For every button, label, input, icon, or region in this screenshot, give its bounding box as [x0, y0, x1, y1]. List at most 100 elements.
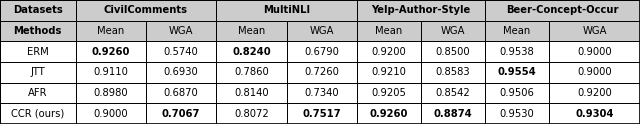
Text: CivilComments: CivilComments	[104, 5, 188, 15]
Text: 0.7340: 0.7340	[305, 88, 339, 98]
Bar	[76, 83, 146, 103]
Text: CCR (ours): CCR (ours)	[11, 109, 65, 119]
Text: WGA: WGA	[169, 26, 193, 36]
Text: 0.8980: 0.8980	[93, 88, 128, 98]
Text: 0.8542: 0.8542	[436, 88, 470, 98]
Bar	[485, 41, 549, 62]
Bar	[0, 41, 76, 62]
Text: 0.9260: 0.9260	[92, 47, 130, 57]
Text: 0.9210: 0.9210	[372, 67, 406, 77]
Bar	[287, 21, 357, 41]
Text: 0.9200: 0.9200	[372, 47, 406, 57]
Bar	[0, 62, 76, 83]
Bar	[146, 103, 216, 124]
Bar	[287, 103, 357, 124]
Bar	[146, 62, 216, 83]
Text: 0.9530: 0.9530	[500, 109, 534, 119]
Text: 0.9538: 0.9538	[500, 47, 534, 57]
Bar	[357, 0, 485, 21]
Bar	[146, 41, 216, 62]
Bar	[357, 83, 421, 103]
Text: 0.6930: 0.6930	[164, 67, 198, 77]
Text: 0.8140: 0.8140	[234, 88, 269, 98]
Bar	[485, 0, 640, 21]
Text: 0.9304: 0.9304	[575, 109, 614, 119]
Text: Datasets: Datasets	[13, 5, 63, 15]
Text: Mean: Mean	[376, 26, 403, 36]
Text: 0.8500: 0.8500	[436, 47, 470, 57]
Bar	[0, 0, 76, 21]
Text: 0.9110: 0.9110	[93, 67, 128, 77]
Text: 0.9260: 0.9260	[370, 109, 408, 119]
Text: Methods: Methods	[13, 26, 62, 36]
Bar	[549, 21, 640, 41]
Bar	[216, 83, 287, 103]
Text: 0.7517: 0.7517	[303, 109, 341, 119]
Text: Mean: Mean	[97, 26, 124, 36]
Bar	[216, 21, 287, 41]
Text: 0.8874: 0.8874	[434, 109, 472, 119]
Bar	[76, 62, 146, 83]
Text: 0.9200: 0.9200	[577, 88, 612, 98]
Bar	[0, 103, 76, 124]
Bar	[421, 21, 485, 41]
Text: MultiNLI: MultiNLI	[263, 5, 310, 15]
Text: WGA: WGA	[582, 26, 607, 36]
Text: WGA: WGA	[310, 26, 334, 36]
Text: 0.7860: 0.7860	[234, 67, 269, 77]
Text: 0.9506: 0.9506	[500, 88, 534, 98]
Bar	[287, 62, 357, 83]
Bar	[216, 103, 287, 124]
Text: ERM: ERM	[27, 47, 49, 57]
Text: 0.7260: 0.7260	[305, 67, 339, 77]
Bar	[421, 83, 485, 103]
Text: 0.9000: 0.9000	[93, 109, 128, 119]
Bar	[485, 21, 549, 41]
Text: Mean: Mean	[238, 26, 265, 36]
Bar	[549, 103, 640, 124]
Bar	[216, 0, 357, 21]
Bar	[216, 41, 287, 62]
Text: 0.7067: 0.7067	[162, 109, 200, 119]
Text: 0.9000: 0.9000	[577, 47, 612, 57]
Bar	[549, 83, 640, 103]
Text: WGA: WGA	[441, 26, 465, 36]
Bar	[76, 103, 146, 124]
Bar	[0, 21, 76, 41]
Bar	[357, 21, 421, 41]
Text: 0.9554: 0.9554	[498, 67, 536, 77]
Bar	[0, 83, 76, 103]
Bar	[216, 62, 287, 83]
Bar	[549, 62, 640, 83]
Bar	[76, 0, 216, 21]
Bar	[421, 62, 485, 83]
Bar	[549, 41, 640, 62]
Text: Mean: Mean	[504, 26, 531, 36]
Bar	[287, 41, 357, 62]
Bar	[76, 21, 146, 41]
Bar	[287, 83, 357, 103]
Text: 0.9000: 0.9000	[577, 67, 612, 77]
Bar	[485, 83, 549, 103]
Text: JTT: JTT	[30, 67, 45, 77]
Bar	[485, 103, 549, 124]
Text: Yelp-Author-Style: Yelp-Author-Style	[371, 5, 471, 15]
Bar	[357, 41, 421, 62]
Bar	[357, 103, 421, 124]
Text: 0.8240: 0.8240	[232, 47, 271, 57]
Bar	[357, 62, 421, 83]
Bar	[421, 41, 485, 62]
Text: 0.6790: 0.6790	[305, 47, 339, 57]
Text: 0.6870: 0.6870	[164, 88, 198, 98]
Bar	[146, 83, 216, 103]
Bar	[146, 21, 216, 41]
Bar	[76, 41, 146, 62]
Text: AFR: AFR	[28, 88, 47, 98]
Text: 0.9205: 0.9205	[372, 88, 406, 98]
Text: 0.8072: 0.8072	[234, 109, 269, 119]
Text: 0.8583: 0.8583	[436, 67, 470, 77]
Bar	[421, 103, 485, 124]
Bar	[485, 62, 549, 83]
Text: 0.5740: 0.5740	[164, 47, 198, 57]
Text: Beer-Concept-Occur: Beer-Concept-Occur	[506, 5, 619, 15]
